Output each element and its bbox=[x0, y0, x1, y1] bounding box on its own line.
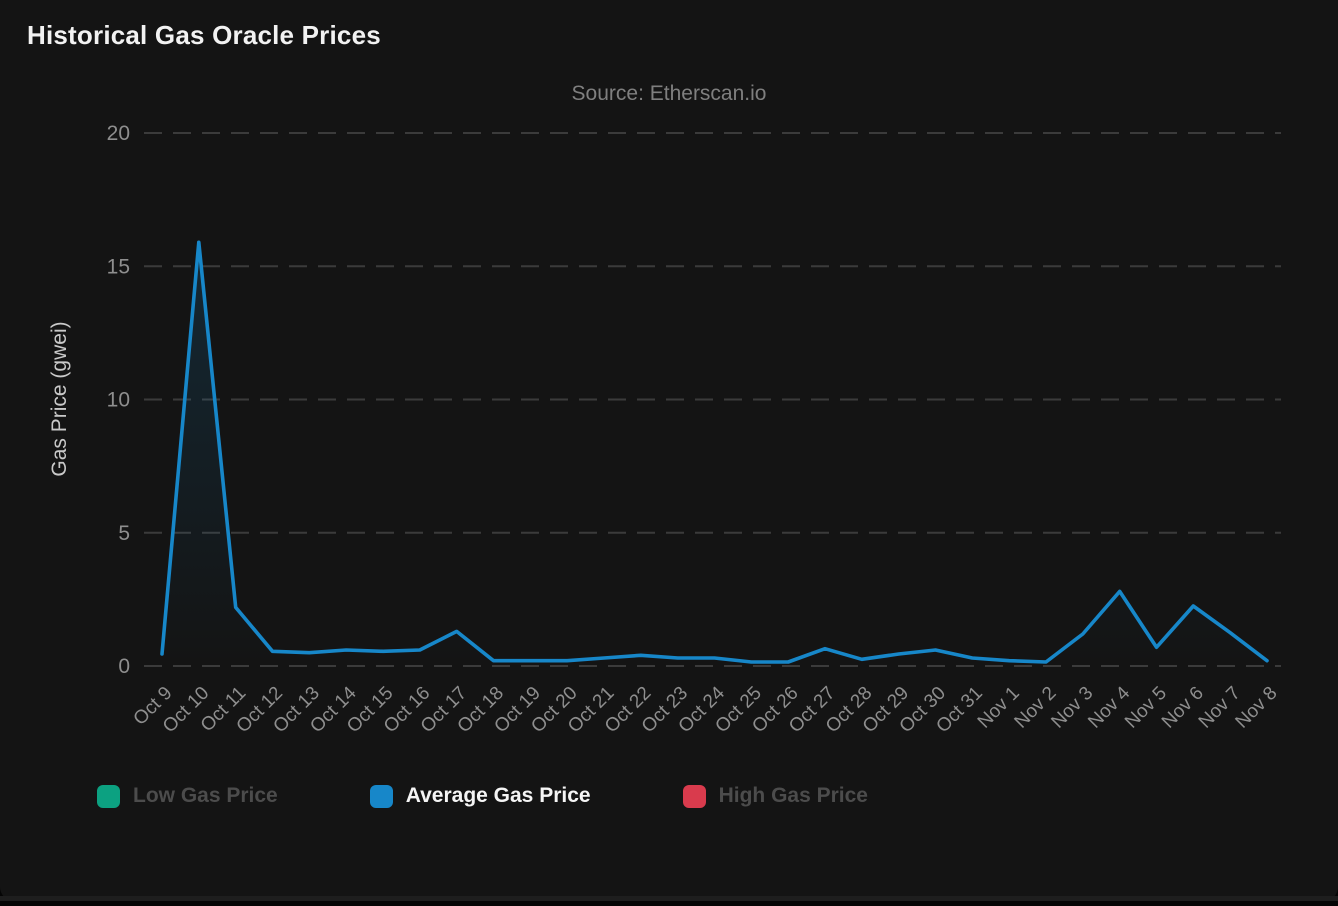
x-tick-label: Nov 4 bbox=[1084, 682, 1134, 732]
y-tick-label: 0 bbox=[118, 655, 130, 678]
window-bottom-edge bbox=[0, 896, 1338, 901]
legend-label-average: Average Gas Price bbox=[405, 784, 591, 807]
y-tick-label: 5 bbox=[118, 522, 130, 545]
page-title: Historical Gas Oracle Prices bbox=[27, 20, 381, 50]
legend-swatch-high-icon bbox=[682, 784, 706, 808]
legend-label-high: High Gas Price bbox=[718, 784, 868, 807]
legend-label-low: Low Gas Price bbox=[133, 784, 278, 807]
x-tick-label: Nov 6 bbox=[1158, 683, 1208, 733]
y-tick-label: 10 bbox=[107, 389, 130, 412]
legend-item-low-gas-price[interactable]: Low Gas Price bbox=[97, 784, 278, 808]
x-tick-label: Nov 3 bbox=[1047, 683, 1097, 733]
series-line-average bbox=[160, 240, 1269, 664]
series-area-average bbox=[162, 242, 1267, 667]
x-tick-label: Nov 7 bbox=[1195, 683, 1245, 733]
x-tick-label: Nov 8 bbox=[1232, 683, 1282, 733]
y-tick-label: 15 bbox=[107, 255, 130, 278]
x-tick-label: Nov 5 bbox=[1121, 683, 1171, 733]
legend-item-average-gas-price[interactable]: Average Gas Price bbox=[369, 784, 591, 808]
y-tick-label: 20 bbox=[107, 122, 130, 145]
legend-swatch-average-icon bbox=[369, 784, 393, 808]
legend-swatch-low-icon bbox=[97, 784, 120, 808]
chart-source-subtitle: Source: Etherscan.io bbox=[571, 82, 767, 105]
x-tick-label: Nov 1 bbox=[974, 683, 1024, 733]
x-tick-label: Nov 2 bbox=[1011, 683, 1061, 733]
legend-item-high-gas-price[interactable]: High Gas Price bbox=[682, 784, 868, 808]
chart-legend: Low Gas Price Average Gas Price High Gas… bbox=[97, 784, 868, 808]
